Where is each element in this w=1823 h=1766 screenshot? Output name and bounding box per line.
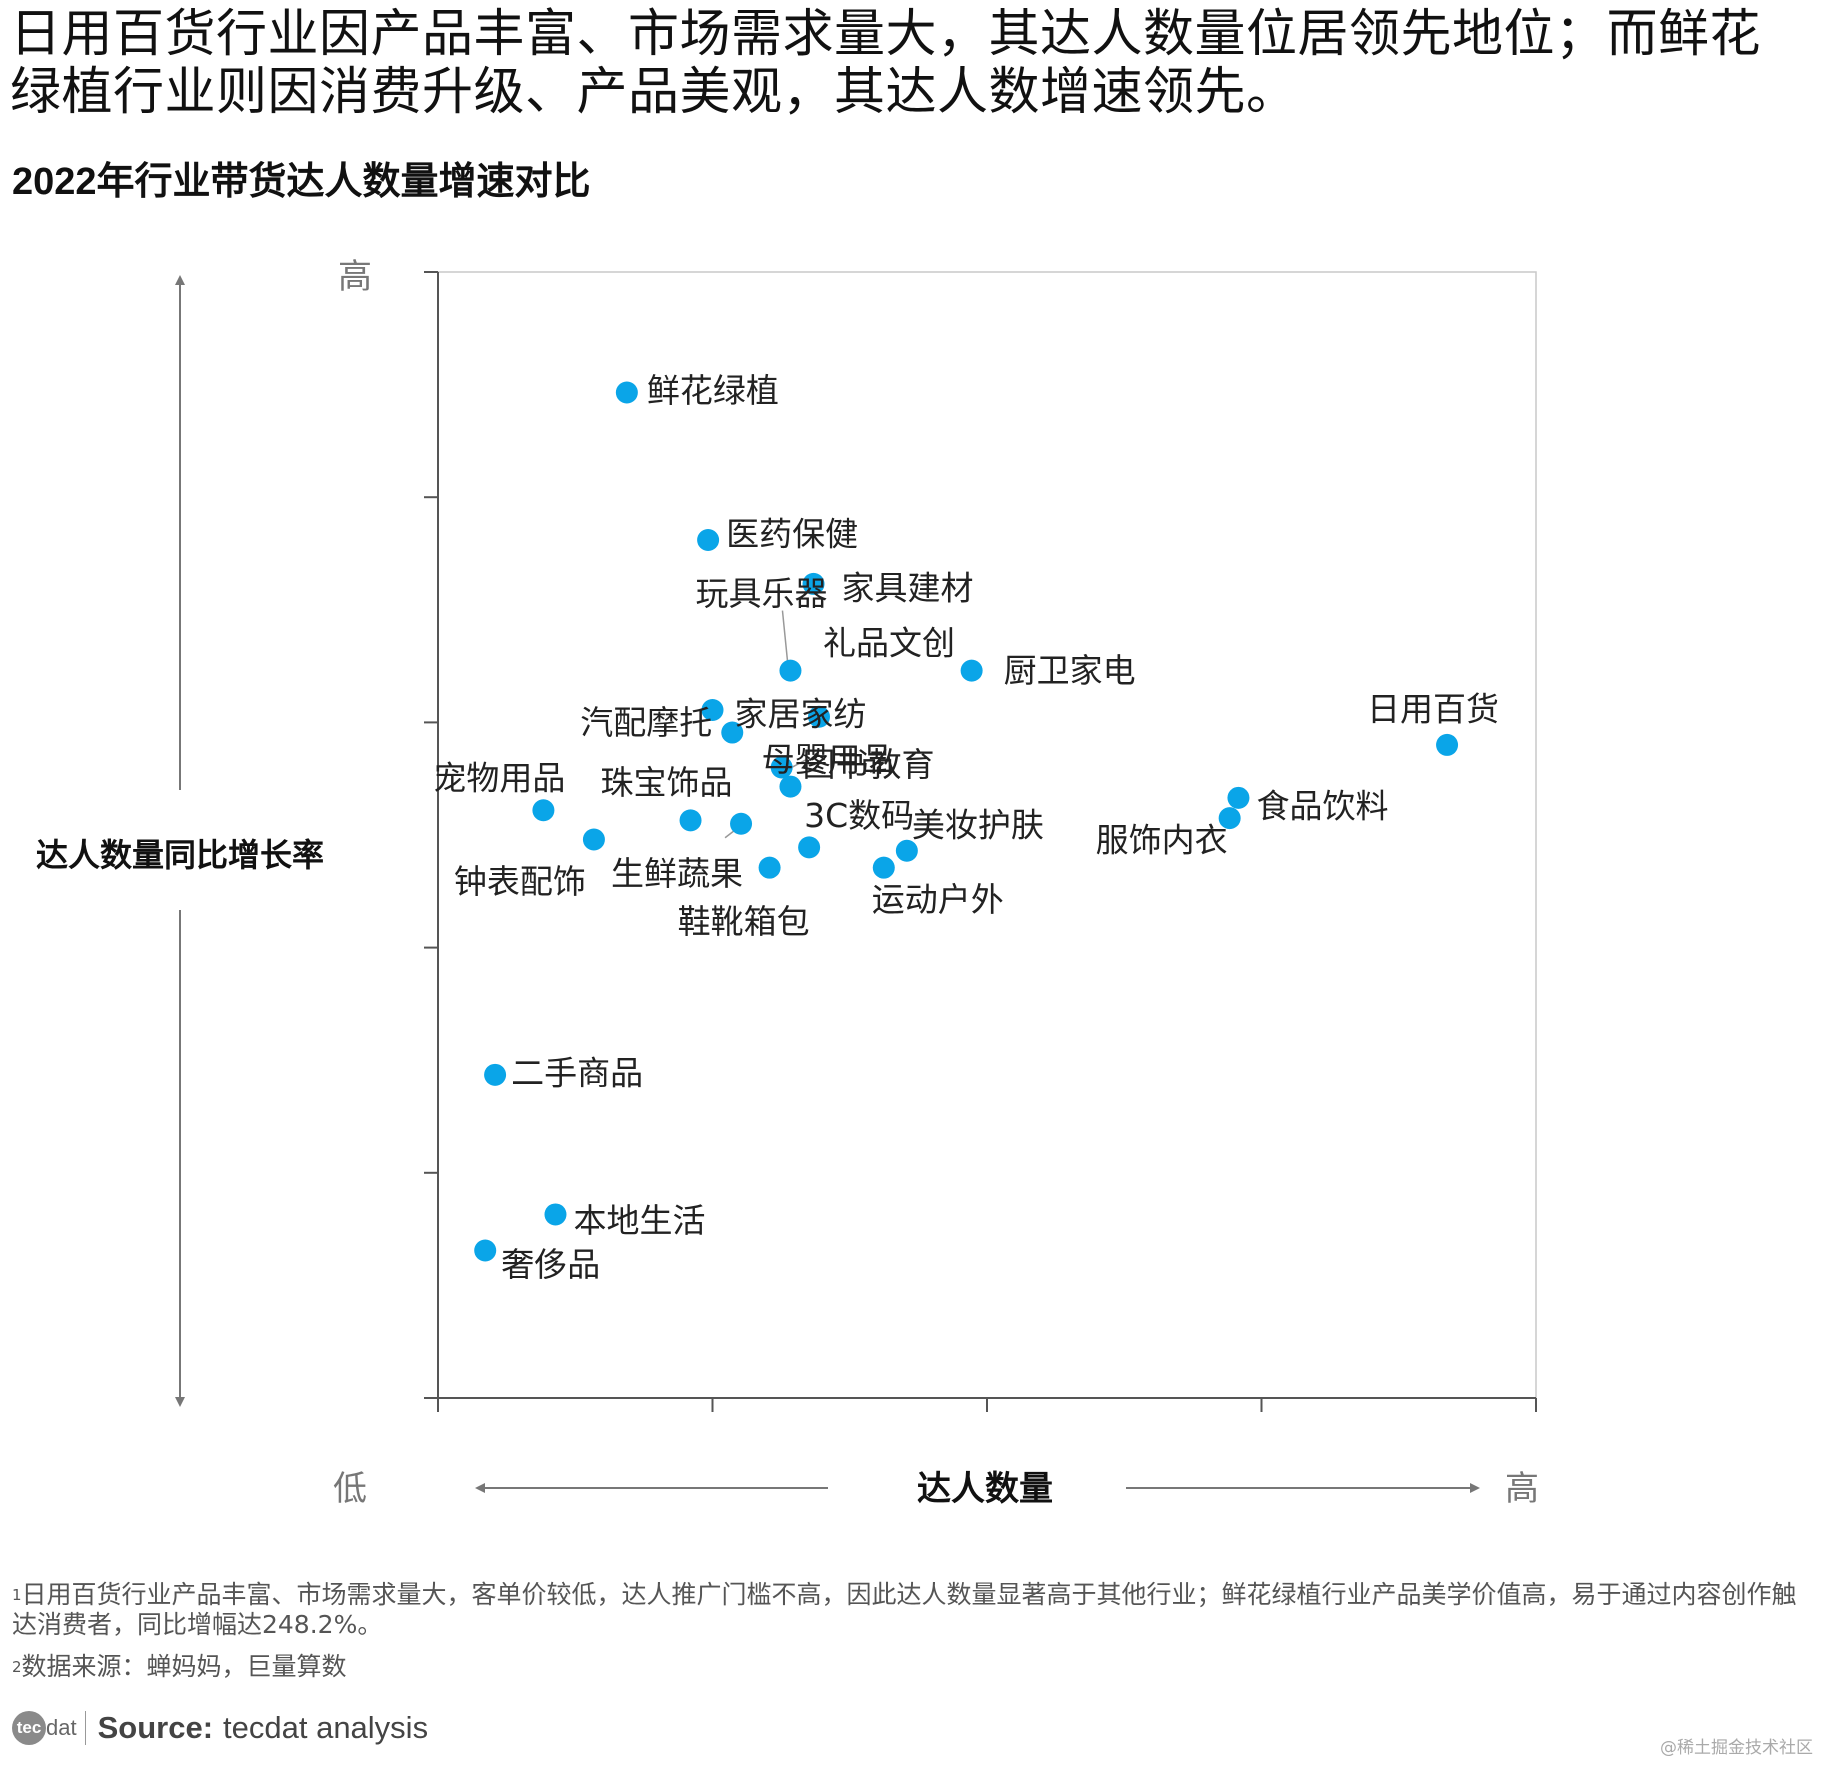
source-value: tecdat analysis: [223, 1710, 429, 1745]
label-服饰内衣: 服饰内衣: [1096, 821, 1228, 860]
label-宠物用品: 宠物用品: [433, 759, 565, 798]
source-line: tec dat Source: tecdat analysis: [12, 1710, 428, 1746]
footnote-1: 1日用百货行业产品丰富、市场需求量大，客单价较低，达人推广门槛不高，因此达人数量…: [12, 1580, 1817, 1640]
x-axis-label: 达人数量: [917, 1469, 1053, 1509]
label-玩具乐器: 玩具乐器: [695, 574, 827, 613]
point-玩具乐器: [779, 659, 802, 682]
headline: 日用百货行业因产品丰富、市场需求量大，其达人数量位居领先地位；而鲜花绿植行业则因…: [10, 5, 1762, 122]
label-二手商品: 二手商品: [511, 1053, 643, 1092]
point-美妆护肤: [895, 839, 918, 862]
point-本地生活: [544, 1203, 567, 1226]
leader-玩具乐器: [781, 610, 789, 661]
point-鞋靴箱包: [758, 856, 781, 879]
point-宠物用品: [532, 799, 555, 822]
label-鲜花绿植: 鲜花绿植: [647, 371, 779, 410]
label-食品饮料: 食品饮料: [1256, 786, 1388, 825]
point-家具建材: [802, 572, 825, 595]
x-axis-low-label: 低: [333, 1469, 367, 1509]
watermark: @稀土掘金技术社区: [1660, 1738, 1813, 1758]
label-母婴用品: 母婴用品: [762, 740, 894, 779]
label-美妆护肤: 美妆护肤: [912, 805, 1044, 844]
point-奢侈品: [474, 1239, 497, 1262]
tecdat-logo: tec dat: [12, 1711, 98, 1745]
label-礼品文创: 礼品文创: [823, 623, 955, 662]
source-label: Source:: [97, 1710, 214, 1745]
point-礼品文创: [808, 705, 831, 728]
footnote-1-marker: 1: [12, 1586, 22, 1604]
y-axis-label: 达人数量同比增长率: [36, 836, 324, 874]
point-医药保健: [697, 528, 720, 551]
label-家居家纺: 家居家纺: [735, 695, 867, 734]
label-图书教育: 图书教育: [802, 745, 934, 784]
point-珠宝饰品: [679, 809, 702, 832]
leader-母婴用品: [791, 758, 808, 769]
label-珠宝饰品: 珠宝饰品: [601, 763, 733, 802]
logo-suffix: dat: [46, 1715, 77, 1740]
label-奢侈品: 奢侈品: [501, 1245, 600, 1284]
point-母婴用品: [770, 756, 793, 779]
footnote-1-text: 日用百货行业产品丰富、市场需求量大，客单价较低，达人推广门槛不高，因此达人数量显…: [12, 1580, 1797, 1639]
label-本地生活: 本地生活: [573, 1201, 705, 1240]
label-生鲜蔬果: 生鲜蔬果: [611, 854, 743, 893]
point-图书教育: [779, 775, 802, 798]
point-食品饮料: [1227, 786, 1250, 809]
point-厨卫家电: [960, 659, 983, 682]
label-厨卫家电: 厨卫家电: [1004, 651, 1136, 690]
label-鞋靴箱包: 鞋靴箱包: [678, 902, 810, 941]
logo-mark: tec: [12, 1711, 46, 1745]
axis-annotations: 达人数量同比增长率 高 达人数量 低 高: [36, 257, 1539, 1509]
point-汽配摩托: [721, 721, 744, 744]
plot-frame: [424, 271, 1537, 1412]
point-3C数码: [798, 836, 821, 859]
footnotes: 1日用百货行业产品丰富、市场需求量大，客单价较低，达人推广门槛不高，因此达人数量…: [12, 1580, 1817, 1694]
label-汽配摩托: 汽配摩托: [580, 703, 712, 742]
data-points: [474, 381, 1459, 1262]
point-二手商品: [484, 1063, 507, 1086]
point-日用百货: [1436, 733, 1459, 756]
point-服饰内衣: [1218, 807, 1241, 830]
x-axis-high-label: 高: [1505, 1469, 1539, 1509]
label-家具建材: 家具建材: [842, 568, 974, 607]
label-钟表配饰: 钟表配饰: [454, 862, 586, 901]
point-钟表配饰: [582, 828, 605, 851]
point-运动户外: [872, 856, 895, 879]
label-日用百货: 日用百货: [1367, 689, 1499, 728]
logo-separator: [84, 1711, 86, 1745]
point-家居家纺: [701, 699, 724, 722]
footnote-2-marker: 2: [12, 1658, 22, 1676]
footnote-2: 2数据来源：蝉妈妈，巨量算数: [12, 1652, 1817, 1682]
point-生鲜蔬果: [730, 812, 753, 835]
label-3C数码: 3C数码: [804, 796, 914, 835]
label-医药保健: 医药保健: [726, 514, 858, 553]
footnote-2-text: 数据来源：蝉妈妈，巨量算数: [21, 1652, 347, 1681]
chart-title: 2022年行业带货达人数量增速对比: [12, 161, 591, 203]
label-运动户外: 运动户外: [872, 880, 1004, 919]
y-axis-high-label: 高: [338, 257, 372, 297]
point-鲜花绿植: [615, 381, 638, 404]
